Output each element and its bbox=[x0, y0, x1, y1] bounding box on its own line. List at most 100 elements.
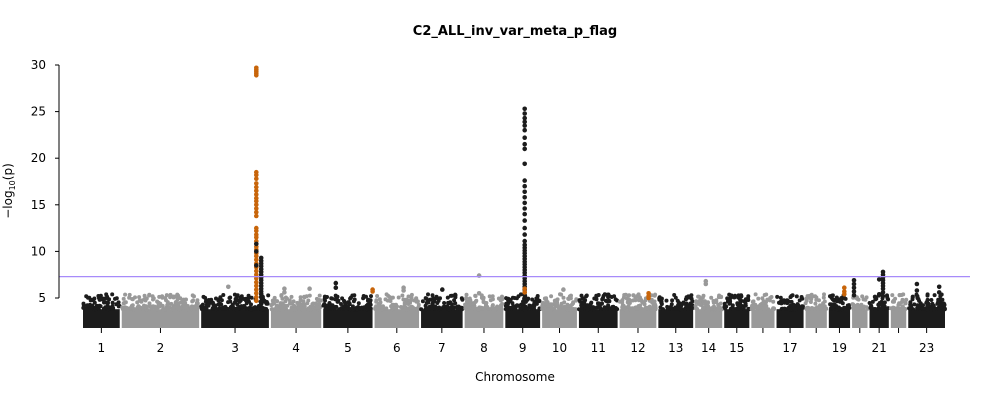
data-point bbox=[942, 306, 947, 311]
data-point bbox=[813, 301, 818, 306]
data-point bbox=[653, 292, 658, 297]
peak-point bbox=[253, 253, 259, 259]
data-point bbox=[450, 293, 454, 298]
chromosome-points-5 bbox=[321, 293, 373, 328]
peak-13 bbox=[703, 278, 709, 287]
data-point bbox=[287, 298, 292, 303]
data-point bbox=[490, 303, 495, 308]
data-point bbox=[242, 304, 247, 309]
peak-point bbox=[522, 286, 527, 292]
data-point bbox=[793, 307, 798, 312]
peak-point bbox=[936, 284, 942, 290]
data-point bbox=[620, 300, 625, 305]
peak-point bbox=[370, 289, 375, 294]
peak-4 bbox=[522, 106, 527, 301]
data-point bbox=[464, 296, 469, 301]
data-point bbox=[137, 298, 142, 303]
data-point bbox=[189, 306, 194, 311]
data-point bbox=[104, 300, 109, 305]
data-point bbox=[546, 307, 551, 312]
peak-21 bbox=[440, 287, 445, 292]
peak-point bbox=[253, 272, 259, 278]
data-point bbox=[738, 300, 743, 305]
data-point bbox=[694, 299, 699, 304]
data-point bbox=[822, 292, 826, 297]
data-point bbox=[528, 304, 533, 309]
peak-point bbox=[253, 228, 259, 234]
data-point bbox=[352, 293, 357, 298]
data-point bbox=[84, 307, 89, 311]
data-point bbox=[376, 304, 381, 309]
data-point bbox=[307, 293, 312, 298]
peak-point bbox=[842, 292, 847, 297]
data-point bbox=[594, 293, 599, 298]
data-point bbox=[696, 294, 701, 299]
x-tick-label: 7 bbox=[438, 341, 446, 355]
data-point bbox=[678, 301, 683, 306]
data-point bbox=[225, 306, 230, 311]
data-point bbox=[473, 294, 478, 298]
data-point bbox=[366, 298, 370, 303]
data-point bbox=[630, 306, 635, 311]
data-point bbox=[882, 300, 887, 305]
peak-point bbox=[936, 290, 942, 295]
data-point bbox=[481, 306, 485, 311]
data-point bbox=[675, 298, 680, 303]
y-tick-label: 5 bbox=[38, 291, 46, 305]
data-point bbox=[602, 292, 607, 297]
data-point bbox=[90, 305, 94, 310]
data-point bbox=[830, 305, 835, 310]
data-point bbox=[751, 302, 756, 307]
peak-point bbox=[253, 263, 259, 268]
data-point bbox=[375, 294, 380, 298]
peak-point bbox=[253, 268, 259, 274]
data-point bbox=[151, 297, 155, 302]
data-point bbox=[505, 304, 510, 309]
data-point bbox=[790, 293, 795, 298]
data-point bbox=[317, 301, 322, 306]
x-tick-label: 2 bbox=[157, 341, 165, 355]
data-point bbox=[166, 307, 171, 312]
data-point bbox=[161, 307, 166, 312]
data-point bbox=[878, 307, 883, 312]
data-point bbox=[343, 307, 348, 312]
data-point bbox=[446, 300, 451, 305]
data-point bbox=[130, 303, 135, 308]
data-point bbox=[561, 295, 566, 300]
data-point bbox=[620, 305, 625, 310]
data-point bbox=[335, 294, 340, 299]
data-point bbox=[228, 295, 233, 300]
peak-point bbox=[522, 232, 527, 237]
y-tick-label: 30 bbox=[31, 58, 46, 72]
data-point bbox=[465, 299, 469, 304]
data-point bbox=[890, 293, 895, 298]
y-axis-label-sub: 10 bbox=[8, 180, 17, 190]
data-point bbox=[235, 307, 240, 311]
peak-point bbox=[851, 289, 857, 294]
data-point bbox=[388, 299, 393, 303]
data-point bbox=[615, 307, 620, 312]
data-point bbox=[144, 296, 149, 301]
data-point bbox=[164, 298, 168, 303]
data-point bbox=[195, 298, 200, 303]
peak-point bbox=[282, 290, 287, 295]
data-point bbox=[323, 307, 328, 312]
data-point bbox=[249, 302, 253, 307]
peak-19 bbox=[914, 281, 920, 293]
data-point bbox=[657, 295, 662, 300]
data-point bbox=[873, 297, 878, 302]
data-point bbox=[453, 301, 458, 306]
peak-point bbox=[253, 206, 259, 211]
data-point bbox=[787, 307, 792, 312]
x-tick-label: 17 bbox=[782, 341, 797, 355]
data-point bbox=[794, 294, 799, 299]
data-point bbox=[664, 298, 669, 303]
points-layer bbox=[81, 292, 947, 328]
data-point bbox=[297, 306, 302, 311]
peak-point bbox=[253, 192, 259, 197]
data-point bbox=[231, 306, 236, 311]
y-axis-label-tail: (p) bbox=[1, 163, 15, 180]
data-point bbox=[192, 306, 197, 311]
data-point bbox=[459, 296, 464, 301]
point-cloud bbox=[890, 309, 907, 328]
